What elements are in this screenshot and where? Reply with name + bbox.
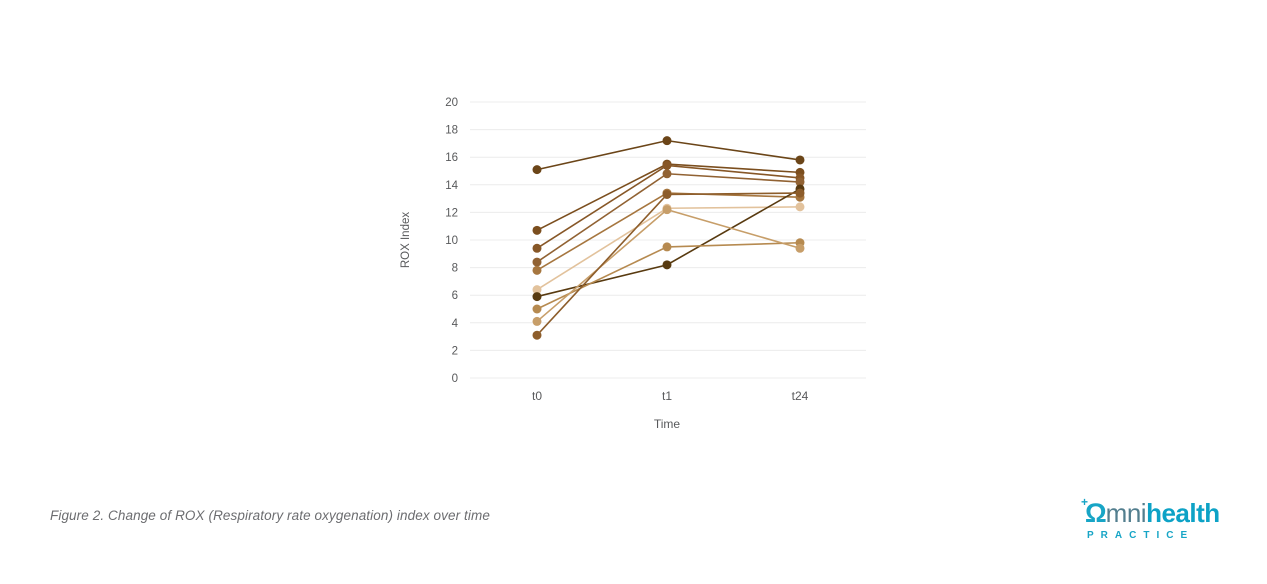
figure-caption: Figure 2. Change of ROX (Respiratory rat…	[50, 508, 490, 523]
data-point-s4-t24	[795, 177, 805, 187]
data-point-s9-t1	[662, 205, 672, 215]
logo-text-mni: mni	[1105, 498, 1147, 528]
data-point-s7-t1	[662, 260, 672, 270]
omnihealth-logo: + Ω mni health PRACTICE	[1081, 495, 1220, 541]
y-tick-label-0: 0	[452, 373, 458, 385]
y-tick-label-10: 10	[445, 235, 458, 247]
y-tick-label-6: 6	[452, 290, 458, 302]
omnihealth-wordmark: + Ω mni health	[1081, 495, 1220, 528]
data-point-s2-t0	[532, 225, 542, 235]
y-tick-label-2: 2	[452, 345, 458, 357]
data-point-s1-t0	[532, 165, 542, 175]
data-point-s10-t0	[532, 330, 542, 340]
x-tick-label-t24: t24	[792, 389, 809, 403]
y-tick-label-8: 8	[452, 263, 458, 275]
data-point-s4-t0	[532, 257, 542, 267]
data-point-s4-t1	[662, 169, 672, 179]
y-tick-label-12: 12	[445, 207, 458, 219]
data-point-s1-t1	[662, 136, 672, 146]
data-point-s6-t24	[795, 202, 805, 212]
x-tick-label-t1: t1	[662, 389, 672, 403]
data-point-s10-t24	[795, 188, 805, 198]
plus-icon: +	[1081, 495, 1089, 509]
series-line-s8	[536, 241, 801, 310]
y-tick-label-4: 4	[452, 318, 459, 330]
logo-tagline: PRACTICE	[1087, 530, 1195, 541]
x-tick-label-t0: t0	[532, 389, 542, 403]
x-axis-title: Time	[654, 417, 681, 431]
y-tick-label-20: 20	[445, 97, 458, 109]
y-tick-label-16: 16	[445, 152, 458, 164]
data-point-s9-t24	[795, 243, 805, 253]
logo-text-health: health	[1146, 498, 1220, 528]
data-point-s6-t0	[532, 285, 542, 295]
y-tick-label-18: 18	[445, 125, 458, 137]
y-tick-label-14: 14	[445, 180, 458, 192]
data-point-s5-t0	[532, 265, 542, 275]
data-point-s8-t0	[532, 304, 542, 314]
data-point-s3-t1	[662, 160, 672, 170]
y-axis-title: ROX Index	[400, 212, 412, 268]
data-point-s7-t0	[532, 292, 542, 302]
data-point-s9-t0	[532, 316, 542, 326]
data-point-s3-t0	[532, 243, 542, 253]
data-point-s10-t1	[662, 189, 672, 199]
omega-logo-icon: + Ω	[1081, 495, 1107, 528]
data-point-s8-t1	[662, 242, 672, 252]
data-point-s1-t24	[795, 155, 805, 165]
